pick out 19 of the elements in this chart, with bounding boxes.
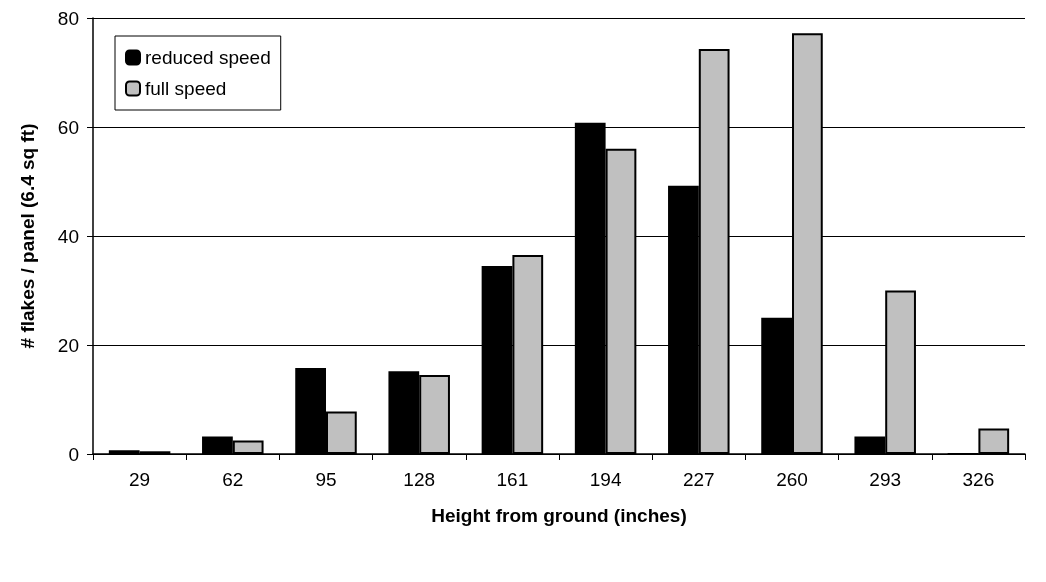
y-tick-label: 20 xyxy=(57,334,79,356)
x-tick-label: 194 xyxy=(589,469,622,490)
y-tick-label: 40 xyxy=(57,225,79,247)
y-tick-label: 0 xyxy=(68,443,79,465)
x-tick-label: 260 xyxy=(776,469,808,490)
y-tick-label: 80 xyxy=(57,7,79,29)
legend-label: reduced speed xyxy=(145,47,271,68)
x-tick-label: 293 xyxy=(869,469,902,490)
x-tick-label: 326 xyxy=(962,469,995,490)
y-axis-title: # flakes / panel (6.4 sq ft) xyxy=(17,123,38,349)
x-tick-label: 161 xyxy=(496,469,529,490)
legend-label: full speed xyxy=(145,78,227,99)
x-tick-label: 227 xyxy=(682,469,715,490)
x-tick-label: 95 xyxy=(315,469,337,490)
y-tick-label: 60 xyxy=(57,116,79,138)
x-tick-label: 29 xyxy=(129,469,151,490)
x-axis-title: Height from ground (inches) xyxy=(431,505,687,526)
x-tick-label: 128 xyxy=(403,469,436,490)
x-tick-label: 62 xyxy=(222,469,244,490)
